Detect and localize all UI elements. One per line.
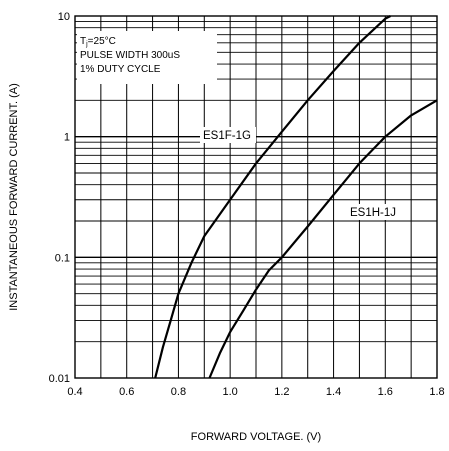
- series-label-es1f-1g: ES1F-1G: [203, 130, 251, 142]
- condition-duty-cycle: 1% DUTY CYCLE: [80, 64, 161, 75]
- curves: [154, 15, 438, 379]
- tick-labels: 0.4 0.6 0.8 1.0 1.2 1.4 1.6 1.8 0.01 0.1 1 10: [49, 11, 445, 398]
- conditions-box: [77, 31, 217, 84]
- x-tick-label: 0.6: [119, 386, 134, 398]
- series-line-2: [208, 99, 438, 379]
- x-tick-label: 0.8: [171, 386, 186, 398]
- y-tick-label: 0.1: [55, 252, 70, 264]
- x-tick-label: 1.0: [222, 386, 237, 398]
- condition-temperature: Tj=25°C: [80, 36, 116, 48]
- y-axis-label: INSTANTANEOUS FORWARD CURRENT. (A): [8, 83, 20, 311]
- x-tick-label: 1.4: [326, 386, 341, 398]
- x-tick-label: 1.8: [429, 386, 444, 398]
- series-label-es1h-1j: ES1H-1J: [350, 207, 396, 219]
- plot-frame: [74, 15, 438, 379]
- y-tick-label: 1: [64, 132, 70, 144]
- x-tick-label: 0.4: [67, 386, 82, 398]
- series-line-1: [154, 15, 392, 379]
- series-label-bg-2: [348, 204, 404, 220]
- condition-pulse-width: PULSE WIDTH 300uS: [80, 50, 180, 61]
- x-tick-label: 1.2: [274, 386, 289, 398]
- x-tick-label: 1.6: [378, 386, 393, 398]
- x-axis-label: FORWARD VOLTAGE. (V): [191, 431, 321, 443]
- series-label-bg-1: [200, 127, 256, 143]
- y-tick-label: 0.01: [49, 373, 70, 385]
- y-tick-label: 10: [58, 11, 70, 23]
